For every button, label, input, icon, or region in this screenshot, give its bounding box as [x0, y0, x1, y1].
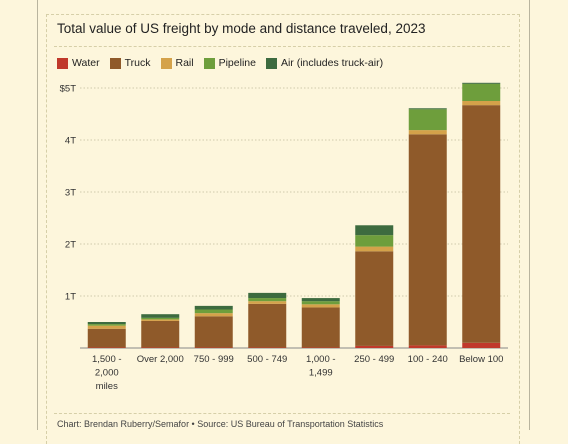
- bar-segment: [141, 320, 180, 348]
- x-tick-label: Over 2,000: [137, 354, 184, 365]
- legend-swatch: [203, 57, 215, 69]
- bar-segment: [248, 292, 287, 299]
- legend-swatch: [109, 57, 121, 69]
- bar-segment: [462, 83, 501, 101]
- legend-label: Water: [72, 57, 100, 69]
- bar-segment: [462, 342, 501, 348]
- y-tick-label: 3T: [65, 188, 76, 199]
- x-tick-label: 1,500 -: [92, 354, 122, 365]
- legend-item-3: Pipeline: [203, 57, 256, 69]
- y-tick-label: 2T: [65, 240, 76, 251]
- bar-segment: [301, 301, 340, 305]
- x-tick-label: 750 - 999: [194, 354, 234, 365]
- bar-segment: [194, 347, 233, 348]
- legend-item-0: Water: [57, 57, 100, 69]
- bar-segment: [87, 325, 126, 329]
- legend-label: Truck: [124, 57, 151, 69]
- bar-segment: [87, 324, 126, 326]
- legend-label: Air (includes truck-air): [280, 57, 384, 69]
- x-tick-label: miles: [96, 381, 118, 392]
- bar-segment: [408, 134, 447, 346]
- y-tick-label: $5T: [60, 84, 77, 95]
- bar-segment: [141, 317, 180, 320]
- y-tick-label: 1T: [65, 292, 76, 303]
- title-divider: [54, 46, 510, 47]
- legend-item-1: Truck: [109, 57, 151, 69]
- x-tick-label: 250 - 499: [354, 354, 394, 365]
- bar-segment: [194, 305, 233, 310]
- source-note: Chart: Brendan Ruberry/Semafor • Source:…: [57, 419, 384, 429]
- frame-left-line: [37, 0, 38, 430]
- chart-legend: Water Truck Rail Pipeline Air (includes truc…: [57, 57, 393, 69]
- legend-swatch: [160, 57, 172, 69]
- bar-segment: [462, 82, 501, 84]
- bar-segment: [408, 108, 447, 110]
- x-tick-label: 1,000 -: [306, 354, 336, 365]
- bar-segment: [355, 235, 394, 247]
- bar-segment: [301, 304, 340, 308]
- legend-label: Rail: [175, 57, 194, 69]
- bar-segment: [355, 246, 394, 252]
- bar-segment: [355, 345, 394, 348]
- bar-segment: [301, 347, 340, 348]
- frame-right-line: [529, 0, 530, 430]
- bar-segment: [248, 303, 287, 348]
- bar-segment: [141, 314, 180, 318]
- bar-segment: [462, 101, 501, 106]
- bar-segment: [355, 251, 394, 346]
- bar-segment: [248, 301, 287, 304]
- y-tick-label: 4T: [65, 136, 76, 147]
- footer-divider: [54, 413, 510, 414]
- chart-plot: 1T 2T 3T 4T $5T 1,500 - 2,000 miles Over 2,000 75…: [60, 82, 508, 392]
- bar-segment: [408, 130, 447, 135]
- legend-swatch: [265, 57, 277, 69]
- bar-segment: [194, 309, 233, 314]
- chart-card: [46, 14, 520, 444]
- legend-label: Pipeline: [218, 57, 256, 69]
- bar-segment: [194, 313, 233, 317]
- bar-segment: [408, 345, 447, 348]
- x-tick-label: 100 - 240: [408, 354, 448, 365]
- x-tick-label: 1,499: [309, 368, 333, 379]
- legend-item-4: Air (includes truck-air): [265, 57, 384, 69]
- x-tick-label: Below 100: [459, 354, 503, 365]
- legend-swatch: [57, 57, 68, 69]
- bar-segment: [194, 316, 233, 348]
- legend-item-2: Rail: [160, 57, 194, 69]
- bar-segment: [141, 319, 180, 321]
- x-tick-label: 2,000: [95, 368, 119, 379]
- bar-segment: [355, 225, 394, 236]
- chart-title: Total value of US freight by mode and di…: [57, 21, 426, 36]
- bar-segment: [408, 109, 447, 131]
- bar-segment: [301, 307, 340, 348]
- bar-segment: [248, 347, 287, 348]
- bar-segment: [141, 347, 180, 348]
- bar-segment: [462, 105, 501, 343]
- bar-segment: [87, 328, 126, 348]
- bar-segment: [87, 322, 126, 325]
- bar-segment: [248, 298, 287, 302]
- x-tick-label: 500 - 749: [247, 354, 287, 365]
- bar-segment: [87, 347, 126, 348]
- bar-segment: [301, 298, 340, 302]
